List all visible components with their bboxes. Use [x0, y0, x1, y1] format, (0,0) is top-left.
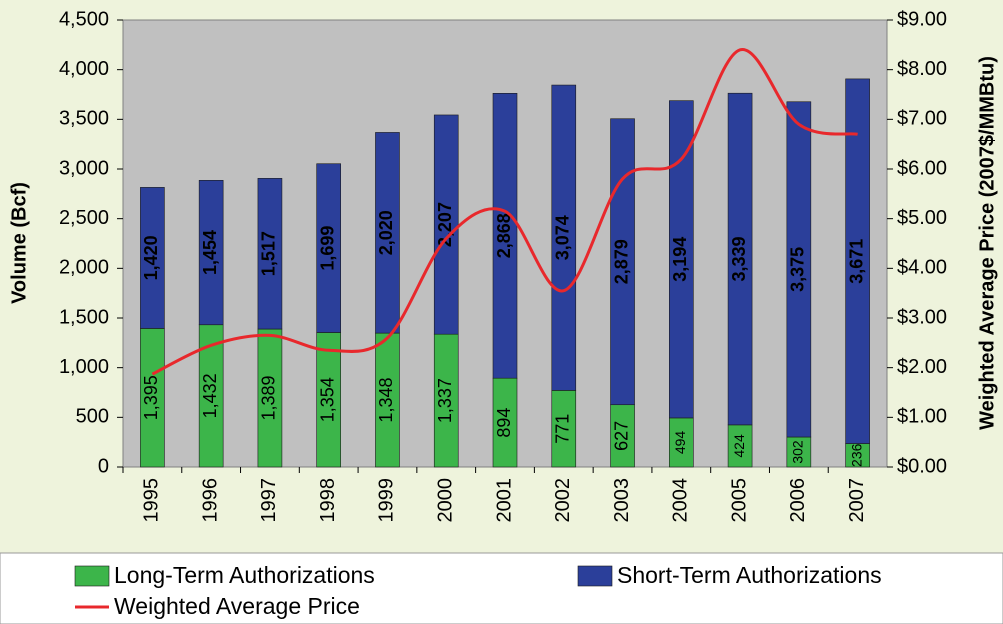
- y2-tick-label: $2.00: [897, 356, 947, 378]
- x-tick-label: 1996: [199, 478, 221, 523]
- data-label: 1,420: [141, 235, 161, 280]
- data-label: 3,074: [553, 215, 573, 260]
- y-tick-label: 1,500: [59, 306, 109, 328]
- y2-tick-label: $0.00: [897, 455, 947, 477]
- y2-tick-label: $6.00: [897, 157, 947, 179]
- data-label: 771: [553, 414, 573, 444]
- x-tick-label: 1999: [376, 478, 398, 523]
- bar: [375, 132, 400, 334]
- y-axis-label: Volume (Bcf): [8, 182, 30, 304]
- bar: [375, 332, 400, 468]
- data-label: 1,517: [259, 231, 279, 276]
- y-tick-label: 4,000: [59, 58, 109, 80]
- data-label: 1,699: [317, 226, 337, 271]
- data-label: 3,375: [788, 247, 808, 292]
- x-tick-label: 2003: [611, 478, 633, 523]
- bar: [433, 333, 459, 468]
- data-label: 236: [848, 443, 864, 467]
- bar: [316, 332, 341, 468]
- bar: [433, 114, 459, 335]
- bar: [257, 328, 283, 468]
- y2-tick-label: $5.00: [897, 207, 947, 229]
- bar: [551, 390, 577, 468]
- bar: [610, 118, 635, 406]
- y-tick-label: 1,000: [59, 356, 109, 378]
- y2-axis-label: Weighted Average Price (2007$/MMBtu): [976, 56, 998, 430]
- data-label: 1,395: [141, 375, 161, 420]
- data-label: 302: [790, 440, 806, 464]
- legend-swatch: [74, 565, 110, 587]
- data-label: 1,348: [376, 378, 396, 423]
- x-tick-label: 2004: [670, 478, 692, 523]
- x-tick-label: 2005: [728, 478, 750, 523]
- data-label: 3,339: [729, 237, 749, 282]
- price-line: [151, 48, 858, 376]
- y-tick-label: 0: [98, 455, 109, 477]
- x-tick-label: 2001: [493, 478, 515, 523]
- x-tick-label: 1998: [317, 478, 339, 523]
- x-tick-label: 2007: [846, 478, 868, 523]
- y-tick-label: 4,500: [59, 8, 109, 30]
- y2-tick-label: $8.00: [897, 58, 947, 80]
- data-label: 1,454: [200, 230, 220, 275]
- bar: [551, 84, 577, 391]
- legend-box: [0, 552, 1003, 624]
- bar: [140, 328, 165, 468]
- bar: [669, 100, 694, 419]
- bar: [727, 92, 753, 426]
- y-tick-label: 3,500: [59, 108, 109, 130]
- x-tick-label: 2000: [435, 478, 457, 523]
- bar: [727, 424, 753, 468]
- legend-label: Long-Term Authorizations: [114, 562, 375, 588]
- data-label: 1,354: [317, 377, 337, 422]
- y2-tick-label: $7.00: [897, 108, 947, 130]
- data-label: 2,879: [611, 239, 631, 284]
- data-label: 2,020: [376, 210, 396, 255]
- data-label: 1,389: [259, 375, 279, 420]
- y2-tick-label: $1.00: [897, 406, 947, 428]
- bar: [257, 178, 283, 330]
- x-tick-label: 2002: [552, 478, 574, 523]
- y2-tick-label: $4.00: [897, 257, 947, 279]
- data-label: 894: [494, 408, 514, 438]
- y2-tick-label: $9.00: [897, 8, 947, 30]
- legend-swatch: [577, 565, 613, 587]
- legend-label: Weighted Average Price: [114, 593, 360, 619]
- y-tick-label: 2,000: [59, 257, 109, 279]
- bar: [316, 163, 341, 333]
- bar: [845, 78, 870, 444]
- bar: [492, 377, 518, 468]
- data-label: 1,337: [435, 378, 455, 423]
- bar: [140, 187, 165, 329]
- y2-tick-label: $3.00: [897, 306, 947, 328]
- bar: [492, 93, 518, 379]
- y-tick-label: 3,000: [59, 157, 109, 179]
- y-tick-label: 500: [76, 406, 109, 428]
- data-label: 424: [731, 434, 747, 458]
- bar: [786, 101, 812, 438]
- y-tick-label: 2,500: [59, 207, 109, 229]
- x-tick-label: 2006: [787, 478, 809, 523]
- data-label: 1,432: [200, 373, 220, 418]
- x-tick-label: 1997: [258, 478, 280, 523]
- bar: [198, 180, 224, 326]
- x-tick-label: 1995: [141, 478, 163, 523]
- data-label: 3,671: [846, 239, 866, 284]
- bar: [786, 436, 812, 468]
- data-label: 2,868: [494, 213, 514, 258]
- data-label: 627: [611, 421, 631, 451]
- legend-label: Short-Term Authorizations: [617, 562, 882, 588]
- bar: [610, 404, 635, 468]
- data-label: 3,194: [670, 237, 690, 282]
- data-label: 494: [672, 431, 688, 455]
